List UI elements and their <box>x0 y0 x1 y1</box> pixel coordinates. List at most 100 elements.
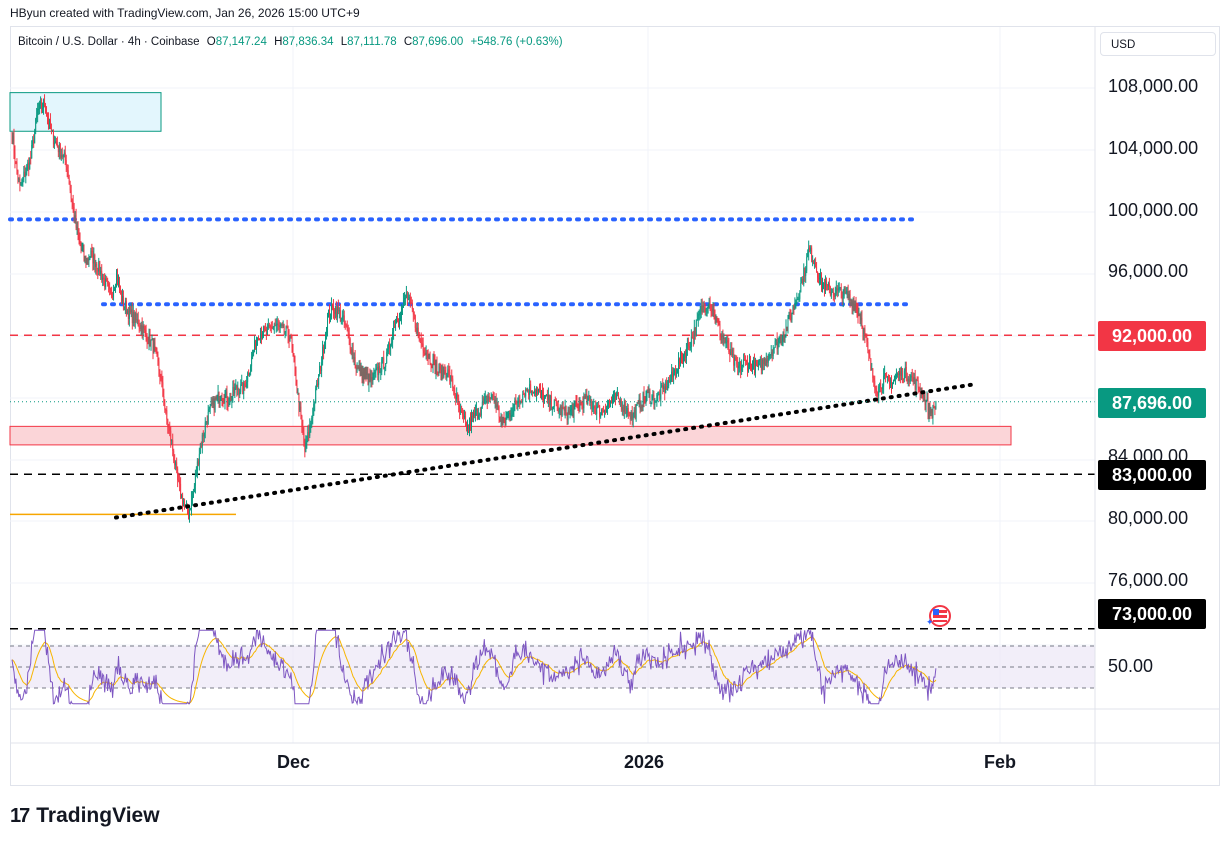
candle-body <box>865 335 867 338</box>
candle-body <box>697 314 699 320</box>
candle-body <box>253 351 255 355</box>
candle-body <box>117 274 118 285</box>
candle-body <box>675 369 677 376</box>
candle-body <box>166 410 168 420</box>
candle-body <box>840 287 842 292</box>
candle-body <box>879 383 881 387</box>
candle-body <box>275 324 277 326</box>
candle-body <box>744 359 746 361</box>
candle-body <box>315 388 317 404</box>
chart-frame[interactable] <box>10 26 1220 786</box>
candle-body <box>827 283 829 286</box>
candle-body <box>313 404 315 416</box>
candle-body <box>316 383 318 389</box>
candle-body <box>784 335 786 340</box>
candle-body <box>778 339 780 343</box>
candle-body <box>100 270 102 275</box>
candle-body <box>839 287 841 289</box>
candle-body <box>927 399 929 415</box>
candle-body <box>586 394 588 404</box>
candle-body <box>872 368 874 379</box>
candle-body <box>547 394 549 400</box>
candle-body <box>195 473 197 476</box>
symbol-name[interactable]: Bitcoin / U.S. Dollar · 4h · Coinbase <box>18 36 200 48</box>
candle-body <box>666 381 668 390</box>
candle-body <box>856 306 858 311</box>
candle-body <box>896 373 898 375</box>
candle-body <box>60 155 62 158</box>
candle-body <box>625 412 627 414</box>
candle-body <box>422 343 424 351</box>
candle-body <box>652 394 654 397</box>
candle-body <box>452 378 454 388</box>
candle-body <box>202 434 204 437</box>
candle-body <box>412 309 414 315</box>
candle-body <box>436 363 438 372</box>
candle-body <box>481 401 483 407</box>
candle-body <box>649 391 651 404</box>
price-tick: 96,000.00 <box>1108 261 1189 281</box>
candle-body <box>407 299 409 301</box>
candle-body <box>167 419 169 427</box>
candle-body <box>276 323 278 325</box>
horizontal-lines[interactable] <box>8 217 1095 630</box>
candle-body <box>900 368 902 376</box>
currency-selector[interactable]: USD <box>1100 32 1216 56</box>
tradingview-logo[interactable]: 17 TradingView <box>10 804 160 828</box>
candle-body <box>883 375 885 387</box>
candle-body <box>74 215 76 219</box>
candle-body <box>556 403 558 407</box>
candle-body <box>230 396 232 401</box>
candle-body <box>332 306 334 312</box>
candle-body <box>678 358 679 371</box>
candle-body <box>272 326 274 329</box>
candle-body <box>733 354 735 366</box>
candle-body <box>102 277 104 280</box>
candle-body <box>110 288 112 293</box>
candle-body <box>224 395 226 404</box>
candle-body <box>893 379 894 383</box>
candle-body <box>869 354 871 359</box>
candle-body <box>123 306 125 308</box>
candle-body <box>308 431 310 436</box>
candle-body <box>176 462 178 469</box>
candle-body <box>413 314 415 316</box>
candle-body <box>576 402 578 404</box>
candle-body <box>656 394 658 402</box>
candle-body <box>487 396 489 403</box>
candle-body <box>909 377 911 382</box>
candle-body <box>473 412 475 416</box>
candle-body <box>889 380 890 384</box>
candle-body <box>671 371 673 381</box>
candle-body <box>15 161 17 163</box>
candle-body <box>417 327 419 333</box>
candle-body <box>451 375 453 379</box>
candle-body <box>715 316 717 321</box>
candle-body <box>754 360 756 374</box>
candle-body <box>325 333 326 345</box>
candle-body <box>603 411 605 413</box>
candle-body <box>714 317 716 321</box>
candle-body <box>710 310 712 312</box>
trendline-layer[interactable] <box>114 382 974 520</box>
candle-body <box>832 291 834 295</box>
candle-body <box>482 401 484 403</box>
candle-body <box>504 420 506 423</box>
candle-body <box>485 395 487 397</box>
candle-body <box>804 267 806 277</box>
candle-body <box>236 385 238 390</box>
candle-body <box>392 332 394 343</box>
candle-body <box>636 402 638 406</box>
price-badge-73000: 73,000.00 <box>1098 599 1206 629</box>
us-flag-event-icon[interactable]: ✦ <box>926 605 951 628</box>
candle-body <box>762 359 764 365</box>
candle-body <box>367 373 369 385</box>
candle-body <box>499 417 501 422</box>
candle-body <box>698 314 700 316</box>
candle-body <box>661 385 663 388</box>
candle-body <box>58 144 60 153</box>
candle-body <box>241 382 243 385</box>
candle-body <box>126 310 128 314</box>
candle-body <box>457 394 459 399</box>
